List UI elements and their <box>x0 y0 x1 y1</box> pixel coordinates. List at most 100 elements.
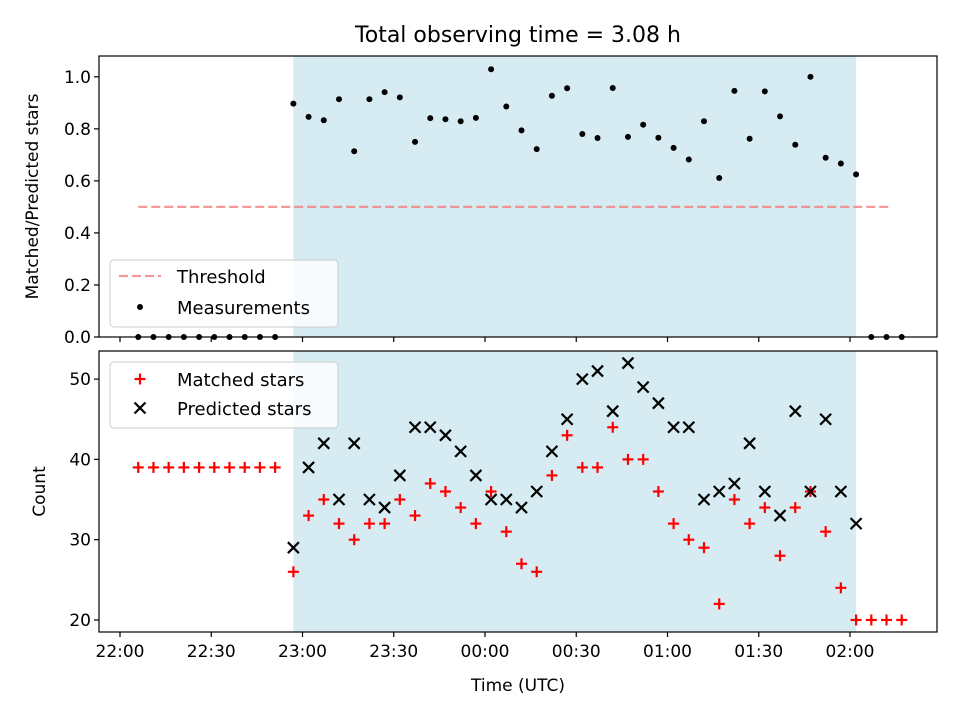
matched-star-point <box>881 614 892 626</box>
measurement-point <box>640 121 647 128</box>
predicted-star-point <box>621 356 635 370</box>
measurement-point <box>716 175 723 182</box>
measurement-point <box>472 114 479 121</box>
legend-matched-swatch <box>134 373 146 385</box>
x-tick-label-0: 22:00 <box>96 642 145 662</box>
predicted-star-point <box>682 420 696 434</box>
legend-matched-marker <box>134 373 146 385</box>
predicted-star-point <box>347 437 361 450</box>
matched-star-point <box>333 518 345 530</box>
measurement-point <box>609 85 616 92</box>
measurement-point <box>488 66 495 73</box>
top-y-tick-label-1: 0.2 <box>64 276 91 296</box>
matched-star-point <box>546 469 558 481</box>
matched-star-point <box>178 461 190 473</box>
top-y-tick-label-2: 0.4 <box>64 224 91 244</box>
matched-star-point <box>698 542 710 554</box>
matched-star-point <box>394 494 406 506</box>
x-tick-label-5: 00:30 <box>552 642 601 662</box>
predicted-star-point <box>423 420 437 434</box>
predicted-star-point <box>530 485 543 498</box>
measurement-point <box>792 141 799 148</box>
top-y-tick-label-5: 1.0 <box>64 68 91 88</box>
predicted-star-point <box>560 412 574 426</box>
legend-predicted-label: Predicted stars <box>177 399 311 420</box>
bottom-y-tick-label-0: 20 <box>69 611 91 631</box>
matched-star-point <box>774 550 786 562</box>
measurement-point <box>305 113 312 120</box>
top-legend: Threshold Measurements <box>109 259 339 328</box>
measurement-point <box>336 96 342 103</box>
legend-measurements-label: Measurements <box>177 298 310 319</box>
predicted-star-point <box>697 493 711 506</box>
measurement-point <box>533 146 540 153</box>
legend-threshold-label: Threshold <box>176 267 266 288</box>
top-x-ticks <box>119 337 851 342</box>
matched-star-point <box>896 614 908 626</box>
measurement-point <box>548 92 555 99</box>
measurement-point <box>731 87 738 94</box>
matched-star-point <box>637 453 649 465</box>
predicted-star-point <box>728 477 741 490</box>
predicted-star-point <box>287 541 300 554</box>
predicted-star-point <box>788 404 802 418</box>
x-tick-label-3: 23:30 <box>369 642 418 662</box>
predicted-star-point <box>758 485 772 498</box>
predicted-star-point <box>302 461 315 474</box>
bottom-y-tick-label-2: 40 <box>69 450 91 470</box>
predicted-star-point <box>469 469 483 482</box>
measurement-point <box>837 160 844 167</box>
x-tick-label-7: 01:30 <box>734 642 783 662</box>
matched-star-point <box>865 614 877 626</box>
matched-star-point <box>516 558 527 570</box>
top-axes-frame <box>98 55 938 338</box>
legend-predicted-swatch <box>133 401 147 415</box>
predicted-star-point <box>743 437 756 450</box>
predicted-star-point <box>454 445 467 458</box>
measurement-point <box>366 96 373 103</box>
measurement-point <box>594 134 601 141</box>
predicted-star-point <box>317 437 331 450</box>
predicted-star-point <box>849 517 863 530</box>
measurement-point <box>624 133 631 140</box>
matched-star-point <box>193 461 205 473</box>
bottom-legend: Matched stars Predicted stars <box>109 361 339 429</box>
measurement-point <box>457 118 464 125</box>
measurement-point <box>503 103 510 110</box>
measurement-point <box>564 85 571 92</box>
measurement-point <box>442 116 449 123</box>
matched-star-point <box>318 494 330 506</box>
matched-star-point <box>561 429 573 441</box>
measurement-point <box>320 117 327 124</box>
x-tick-label-8: 02:00 <box>826 642 875 662</box>
predicted-star-point <box>652 396 665 410</box>
matched-star-point <box>455 502 467 514</box>
matched-star-point <box>269 461 281 473</box>
top-y-axis-label: Matched/Predicted stars <box>23 93 43 299</box>
predicted-star-point <box>804 485 817 498</box>
bottom-y-ticks: 20 30 40 50 <box>69 370 99 631</box>
matched-star-point <box>287 566 299 578</box>
matched-star-point <box>163 461 175 473</box>
predicted-star-point <box>606 404 620 418</box>
x-axis-label: Time (UTC) <box>470 676 565 696</box>
measurement-point <box>518 127 525 134</box>
predicted-star-point <box>636 380 650 394</box>
chart-title: Total observing time = 3.08 h <box>354 23 681 48</box>
bottom-panel: 20 30 40 50 22:00 22:30 23:00 23:30 00:00 00:30 0… <box>30 350 938 662</box>
x-tick-label-4: 00:00 <box>461 642 510 662</box>
matched-star-point <box>744 518 756 530</box>
measurement-point <box>412 138 419 145</box>
matched-star-point <box>348 534 360 546</box>
measurement-point <box>396 94 403 101</box>
predicted-star-point <box>408 420 422 434</box>
measurement-point <box>655 134 662 141</box>
predicted-star-point <box>591 364 604 378</box>
x-tick-label-6: 01:00 <box>643 642 692 662</box>
legend-matched-label: Matched stars <box>177 370 304 391</box>
matched-star-point <box>208 461 220 473</box>
matched-star-point <box>531 566 543 578</box>
matched-star-point <box>576 461 588 473</box>
matched-star-point <box>409 510 421 522</box>
